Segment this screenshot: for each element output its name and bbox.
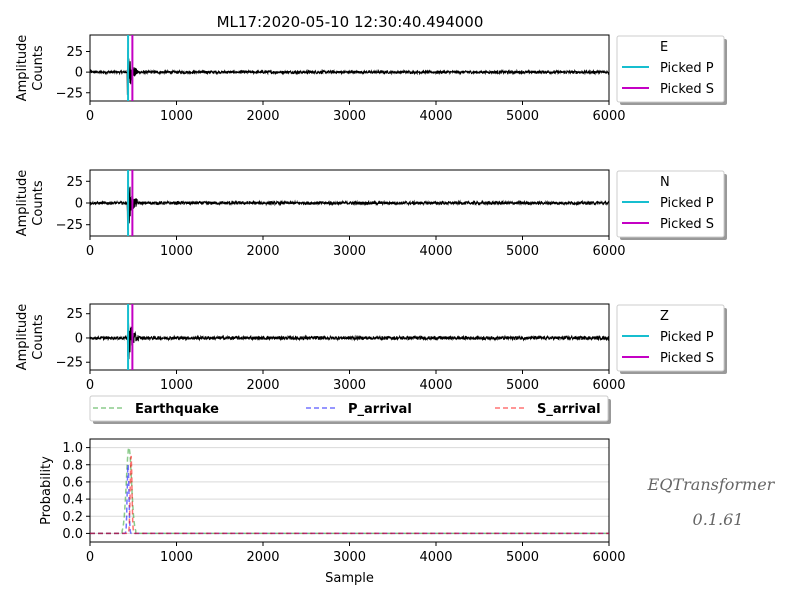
waveform-panel-e: 250−250 1000 2000 3000 4000 5000 6000Amplitude… xyxy=(15,34,727,124)
legend-label-picked-p: Picked P xyxy=(660,196,714,211)
y-tick-label: 25 xyxy=(66,307,83,322)
waveform-trace xyxy=(89,176,610,231)
x-tick-label: 4000 xyxy=(419,378,452,393)
x-tick-label: 0 xyxy=(86,550,94,565)
y-tick-label: −25 xyxy=(56,356,83,371)
x-tick-label: 0 xyxy=(86,378,94,393)
x-tick-label: 3000 xyxy=(333,109,366,124)
panels: 250−250 1000 2000 3000 4000 5000 6000Amplitude… xyxy=(15,34,727,393)
y-axis-unit-label: Counts xyxy=(31,314,46,360)
y-tick-label: 0 xyxy=(75,331,83,346)
x-tick-label: 0 xyxy=(86,244,94,259)
x-tick-label: 6000 xyxy=(592,109,625,124)
watermark-version: 0.1.61 xyxy=(693,510,744,529)
y-axis-label: Amplitude xyxy=(15,35,30,102)
y-axis-unit-label: Counts xyxy=(31,180,46,226)
plot-area xyxy=(89,34,610,102)
y-axis-unit-label: Counts xyxy=(31,45,46,91)
y-tick-label: 0.8 xyxy=(62,458,83,473)
x-tick-label: 2000 xyxy=(246,550,279,565)
legend-component-label: N xyxy=(660,175,670,190)
legend-label-picked-p: Picked P xyxy=(660,330,714,345)
y-tick-label: −25 xyxy=(56,218,83,233)
legend-label-p_arrival: P_arrival xyxy=(348,402,412,417)
y-axis-label: Amplitude xyxy=(15,170,30,237)
y-tick-label: 0 xyxy=(75,197,83,212)
x-tick-label: 6000 xyxy=(592,378,625,393)
probability-panel: 0.0 0.2 0.4 0.6 0.8 1.0 0 1000 2000 3000 4000 5000 6… xyxy=(39,395,626,586)
x-axis-label: Sample xyxy=(325,571,374,586)
x-tick-label: 6000 xyxy=(592,550,625,565)
x-tick-label: 0 xyxy=(86,109,94,124)
x-tick-label: 1000 xyxy=(160,244,193,259)
y-tick-label: 0.0 xyxy=(62,527,83,542)
x-tick-label: 3000 xyxy=(333,244,366,259)
legend xyxy=(89,395,609,422)
legend-label-picked-s: Picked S xyxy=(660,217,714,232)
x-tick-label: 4000 xyxy=(419,550,452,565)
waveform-trace xyxy=(89,318,610,360)
legend-label-earthquake: Earthquake xyxy=(135,402,219,417)
y-tick-label: 1.0 xyxy=(62,441,83,456)
series-earthquake xyxy=(90,446,609,535)
series-s_arrival xyxy=(90,455,609,535)
legend-component-label: E xyxy=(660,40,668,55)
legend-component-label: Z xyxy=(660,309,669,324)
plot-area xyxy=(89,438,610,543)
y-axis-label: Amplitude xyxy=(15,304,30,371)
y-tick-label: 25 xyxy=(66,45,83,60)
x-tick-label: 6000 xyxy=(592,244,625,259)
x-tick-label: 3000 xyxy=(333,550,366,565)
x-tick-label: 4000 xyxy=(419,244,452,259)
y-tick-label: 0.2 xyxy=(62,510,83,525)
x-tick-label: 3000 xyxy=(333,378,366,393)
legend-label-picked-s: Picked S xyxy=(660,82,714,97)
x-tick-label: 1000 xyxy=(160,109,193,124)
x-tick-label: 2000 xyxy=(246,109,279,124)
legend-label-s_arrival: S_arrival xyxy=(537,402,601,417)
legend-label-picked-p: Picked P xyxy=(660,61,714,76)
x-tick-label: 5000 xyxy=(506,550,539,565)
legend xyxy=(616,35,725,103)
chart-title: ML17:2020-05-10 12:30:40.494000 xyxy=(217,13,484,31)
legend-label-picked-s: Picked S xyxy=(660,351,714,366)
x-tick-label: 4000 xyxy=(419,109,452,124)
x-tick-label: 5000 xyxy=(506,109,539,124)
y-tick-label: −25 xyxy=(56,86,83,101)
legend xyxy=(616,304,725,372)
watermark-name: EQTransformer xyxy=(647,475,776,494)
waveform-panel-z: 250−250 1000 2000 3000 4000 5000 6000Amplitude… xyxy=(15,303,727,393)
x-tick-label: 5000 xyxy=(506,378,539,393)
x-tick-label: 2000 xyxy=(246,244,279,259)
waveform-trace xyxy=(89,47,610,95)
x-tick-label: 1000 xyxy=(160,550,193,565)
waveform-panel-n: 250−250 1000 2000 3000 4000 5000 6000Amplitude… xyxy=(15,169,727,259)
y-tick-label: 0 xyxy=(75,66,83,81)
y-tick-label: 0.6 xyxy=(62,475,83,490)
x-tick-label: 5000 xyxy=(506,244,539,259)
y-tick-label: 0.4 xyxy=(62,493,83,508)
x-tick-label: 1000 xyxy=(160,378,193,393)
x-tick-label: 2000 xyxy=(246,378,279,393)
legend xyxy=(616,170,725,238)
y-tick-label: 25 xyxy=(66,175,83,190)
y-axis-label: Probability xyxy=(39,456,54,525)
